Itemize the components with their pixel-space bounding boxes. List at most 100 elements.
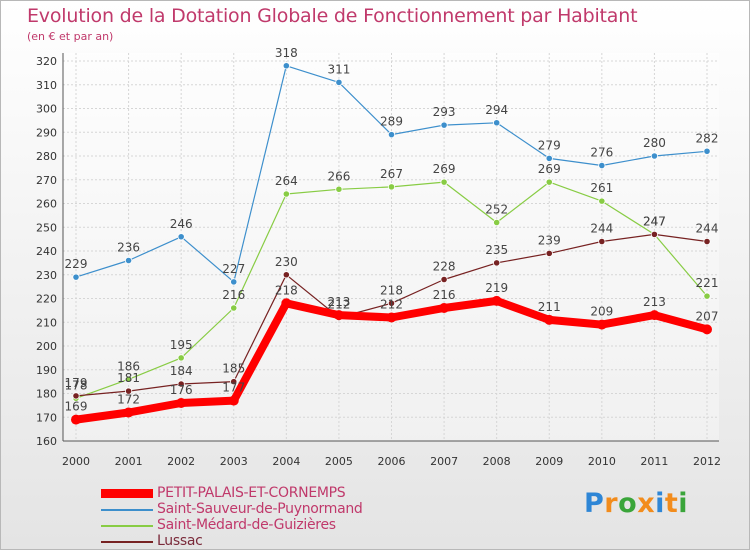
data-point [545, 178, 553, 186]
chart-title: Evolution de la Dotation Globale de Fonc… [27, 5, 638, 27]
data-point [282, 271, 290, 279]
data-label: 311 [327, 62, 350, 76]
data-point [386, 312, 397, 323]
data-label: 179 [65, 376, 88, 390]
data-point [177, 354, 185, 362]
y-tick-label: 170 [36, 411, 57, 424]
data-point [596, 319, 607, 330]
data-point [335, 185, 343, 193]
data-point [124, 375, 133, 383]
data-point [282, 190, 290, 198]
data-point [493, 259, 501, 267]
data-label: 216 [433, 288, 456, 302]
x-tick-label: 2008 [483, 455, 511, 468]
data-label: 218 [275, 283, 298, 297]
data-label: 172 [117, 393, 140, 407]
logo-letter: x [637, 488, 656, 519]
y-tick-label: 190 [36, 364, 57, 377]
legend-label: Saint-Médard-de-Guizières [157, 517, 336, 533]
x-tick-label: 2001 [115, 455, 143, 468]
data-label: 244 [590, 222, 613, 236]
data-label: 213 [327, 295, 350, 309]
data-point [545, 249, 553, 257]
data-label: 185 [222, 362, 245, 376]
data-label: 269 [433, 162, 456, 176]
data-point [703, 237, 711, 246]
data-point [703, 292, 711, 300]
data-point [124, 387, 133, 395]
y-tick-label: 220 [36, 293, 57, 306]
y-tick-label: 180 [36, 388, 57, 401]
logo-letter: r [604, 488, 619, 519]
y-tick-label: 320 [36, 55, 57, 68]
legend-label: Lussac [157, 533, 203, 549]
y-tick-label: 290 [36, 126, 57, 139]
data-point [72, 273, 80, 281]
data-point [71, 414, 81, 425]
data-point [228, 395, 239, 406]
x-tick-label: 2003 [220, 455, 248, 468]
data-label: 229 [65, 257, 88, 271]
logo-letter: o [618, 488, 638, 519]
data-point [124, 256, 133, 265]
data-label: 207 [696, 309, 719, 323]
x-tick-label: 2007 [430, 455, 458, 468]
data-label: 247 [643, 214, 666, 228]
data-label: 236 [117, 241, 140, 255]
logo-letter: t [664, 488, 679, 519]
data-point [387, 183, 396, 191]
data-label: 247 [643, 214, 666, 228]
data-label: 264 [275, 174, 298, 188]
data-point [335, 78, 343, 86]
y-tick-label: 250 [36, 221, 57, 234]
data-label: 221 [696, 276, 719, 290]
data-label: 218 [380, 283, 403, 297]
x-tick-label: 2000 [62, 455, 90, 468]
data-point [177, 380, 185, 388]
data-label: 219 [485, 281, 508, 295]
data-point [702, 324, 712, 335]
data-label: 246 [170, 217, 193, 231]
data-label: 318 [275, 46, 298, 60]
y-tick-label: 230 [36, 269, 57, 282]
data-point [650, 230, 659, 238]
data-label: 230 [275, 255, 298, 269]
data-label: 186 [117, 359, 140, 373]
chart-subtitle: (en € et par an) [27, 30, 114, 43]
data-point [387, 131, 396, 139]
y-tick-label: 160 [36, 435, 57, 448]
y-tick-label: 200 [36, 340, 57, 353]
data-label: 244 [696, 222, 719, 236]
data-label: 212 [380, 298, 403, 312]
x-tick-label: 2002 [167, 455, 195, 468]
data-point [282, 62, 290, 70]
data-point [387, 299, 396, 307]
data-label: 279 [538, 138, 561, 152]
legend-swatch [101, 525, 153, 527]
x-tick-label: 2006 [378, 455, 406, 468]
legend-swatch [101, 541, 153, 543]
data-point [281, 298, 292, 309]
data-label: 276 [590, 146, 613, 160]
data-label: 209 [590, 305, 613, 319]
y-tick-label: 280 [36, 150, 57, 163]
data-point [72, 392, 80, 400]
legend-label: PETIT-PALAIS-ET-CORNEMPS [157, 485, 346, 501]
y-tick-label: 260 [36, 198, 57, 211]
data-point [650, 152, 659, 160]
data-label: 211 [538, 300, 561, 314]
data-label: 177 [222, 381, 245, 395]
data-point [230, 378, 238, 386]
y-tick-label: 210 [36, 316, 57, 329]
legend-swatch [101, 489, 153, 498]
data-point [176, 398, 187, 408]
data-label: 178 [65, 378, 88, 392]
y-tick-label: 270 [36, 174, 57, 187]
data-label: 228 [433, 260, 456, 274]
data-label: 293 [433, 105, 456, 119]
x-tick-label: 2011 [640, 455, 668, 468]
data-point [598, 197, 606, 205]
x-tick-label: 2010 [588, 455, 616, 468]
data-label: 239 [538, 233, 561, 247]
x-tick-label: 2009 [535, 455, 563, 468]
